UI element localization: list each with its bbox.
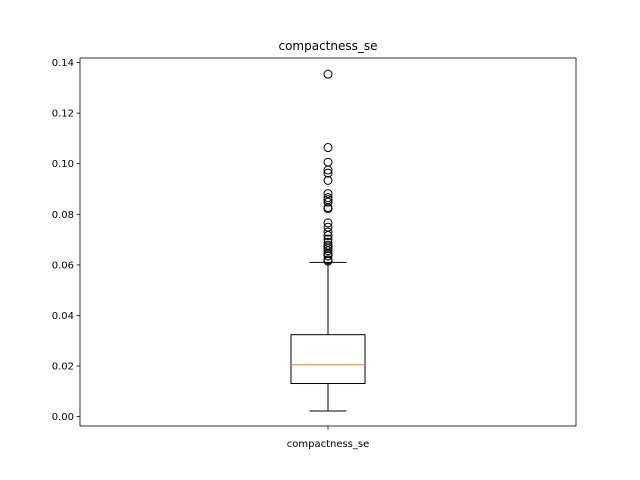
outlier-point [323,246,333,256]
outlier-point [323,218,333,228]
outlier-point [323,197,333,207]
iqr-box [290,334,366,385]
outlier-point [323,256,333,266]
outlier-point [323,231,333,241]
outlier-point [323,175,333,185]
x-tick-label: compactness_se [287,439,370,450]
outlier-point [323,204,333,214]
outlier-point [323,189,333,199]
y-tick-label: 0.08 [52,210,74,221]
outlier-point [323,168,333,178]
y-tick-label: 0.10 [52,159,74,170]
y-tick-label: 0.14 [52,58,74,69]
outlier-point [323,69,333,79]
y-tick-label: 0.00 [52,412,74,423]
y-tick-label: 0.12 [52,109,74,120]
outlier-point [323,227,333,237]
y-tick-label: 0.02 [52,362,74,373]
y-tick-label: 0.06 [52,260,74,271]
outlier-point [323,165,333,175]
plot-marks [290,69,366,412]
outlier-point [323,143,333,153]
x-axis: compactness_se [287,426,370,450]
y-axis: 0.00 0.02 0.04 0.06 0.08 0.10 0.12 0.14 [52,58,80,423]
chart-title: compactness_se [278,39,377,53]
outlier-point [323,251,333,261]
y-tick-label: 0.04 [52,311,74,322]
